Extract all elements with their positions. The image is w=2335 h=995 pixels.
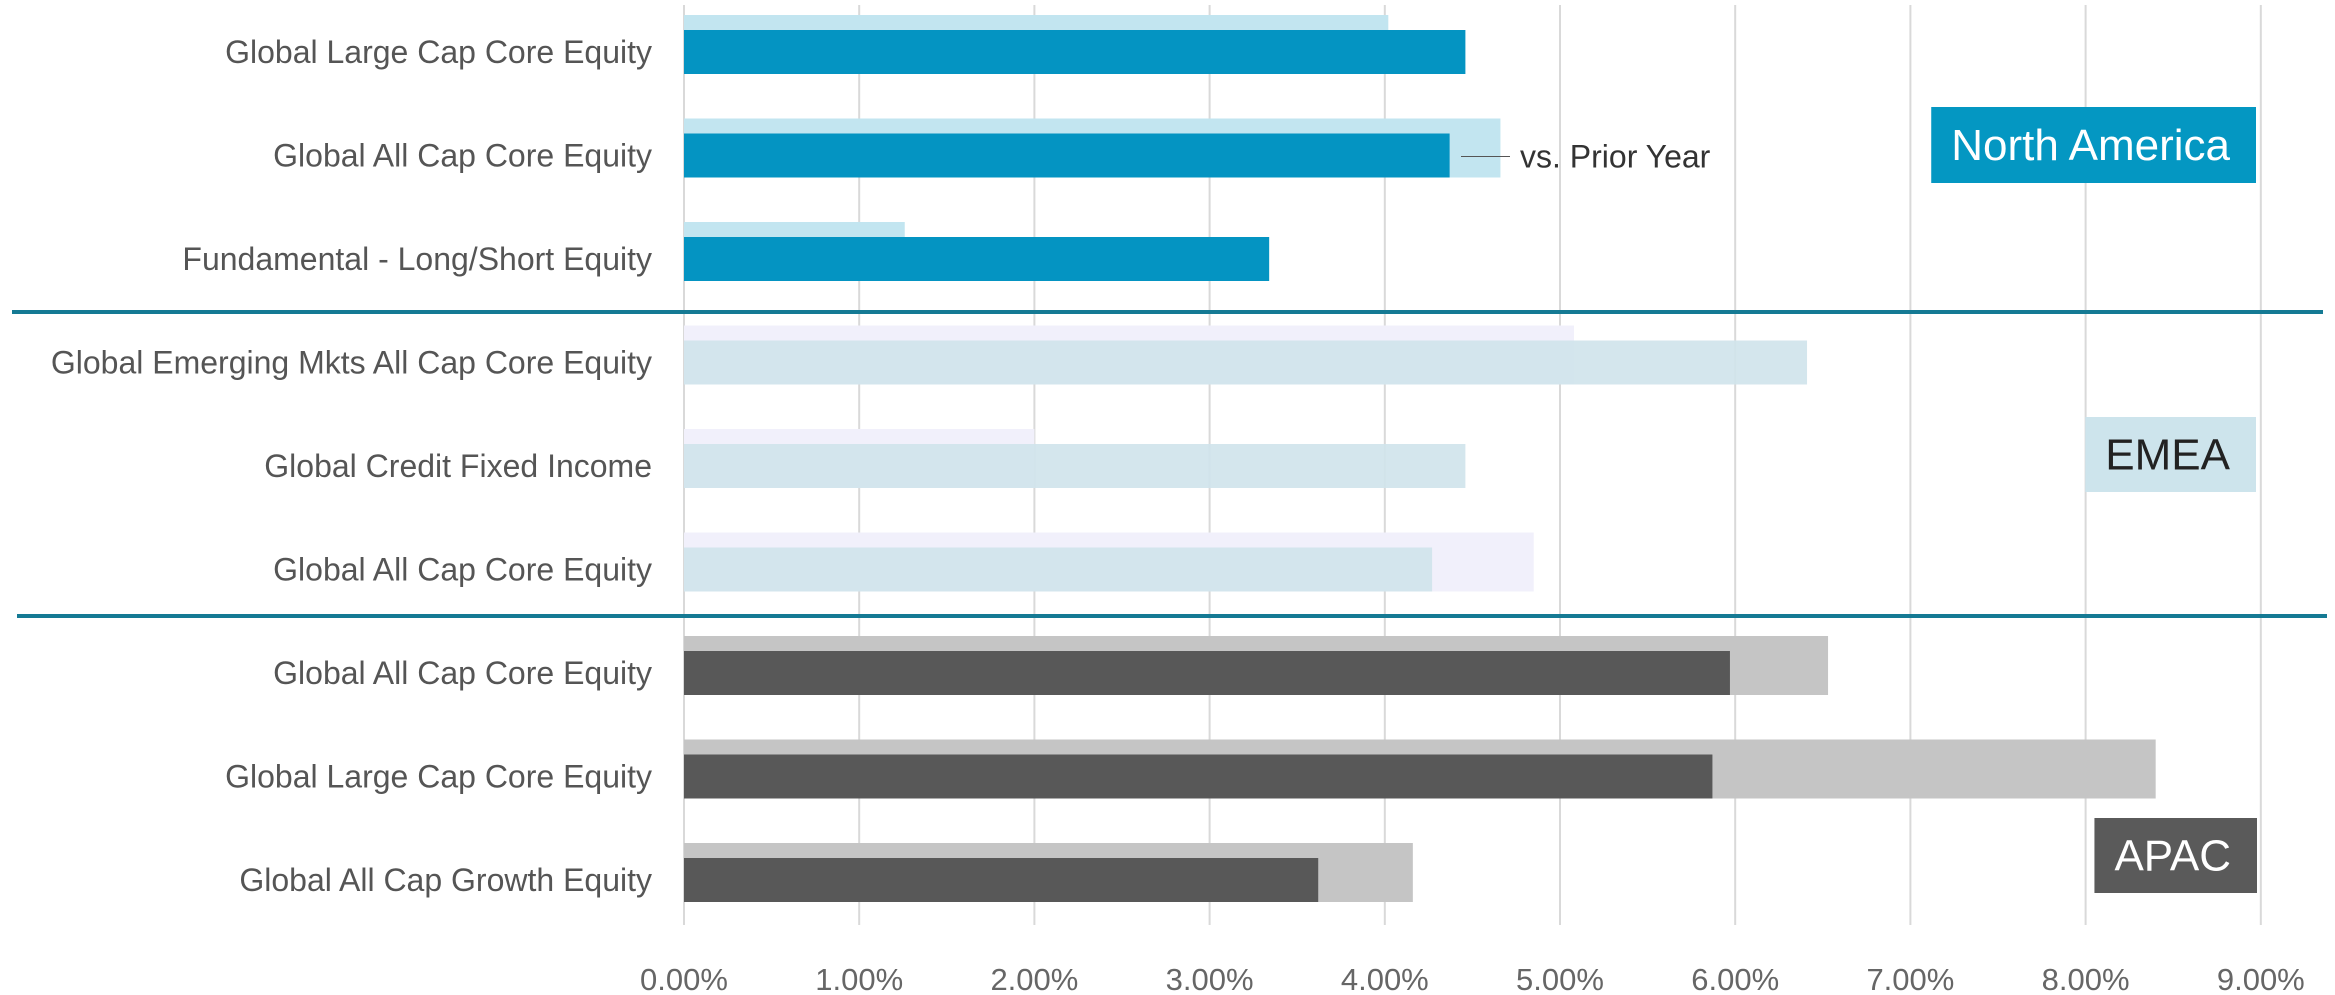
region-separators (12, 310, 2327, 618)
current-bar (684, 858, 1319, 902)
category-label: Global Emerging Mkts All Cap Core Equity (51, 345, 652, 381)
region-label-box (1931, 107, 2256, 183)
x-tick-label: 8.00% (2042, 962, 2130, 995)
region-label-text: APAC (2114, 832, 2231, 881)
x-tick-label: 7.00% (1866, 962, 1954, 995)
current-bar (684, 444, 1466, 488)
current-bar (684, 237, 1270, 281)
category-label: Global Large Cap Core Equity (225, 759, 652, 795)
x-tick-label: 2.00% (990, 962, 1078, 995)
current-bar (684, 133, 1450, 178)
annotation-text: vs. Prior Year (1520, 139, 1711, 175)
x-tick-label: 1.00% (815, 962, 903, 995)
region-label-text: North America (1951, 121, 2230, 170)
category-label: Global All Cap Core Equity (273, 655, 652, 691)
region-label-box (2094, 818, 2257, 893)
category-label: Global Large Cap Core Equity (225, 34, 652, 70)
current-bar (684, 340, 1808, 385)
category-label: Global All Cap Growth Equity (239, 862, 652, 898)
x-tick-label: 4.00% (1341, 962, 1429, 995)
current-bar (684, 30, 1466, 74)
category-label: Global All Cap Core Equity (273, 138, 652, 174)
x-axis-tick-labels: 0.00% 1.00% 2.00% 3.00% 4.00% 5.00% 6.00% 7.00%… (640, 962, 2305, 995)
category-label: Global All Cap Core Equity (273, 552, 652, 588)
category-label: Global Credit Fixed Income (264, 448, 652, 484)
current-bars (684, 30, 1808, 902)
region-label-text: EMEA (2105, 431, 2230, 480)
region-label-box (2085, 417, 2256, 492)
x-tick-label: 5.00% (1516, 962, 1604, 995)
current-bar (684, 547, 1433, 592)
x-tick-label: 3.00% (1166, 962, 1254, 995)
annotation-group: vs. Prior Year (1461, 139, 1711, 175)
region-labels: North America EMEA APAC (1931, 107, 2257, 893)
category-label: Fundamental - Long/Short Equity (182, 241, 652, 277)
x-tick-label: 9.00% (2217, 962, 2305, 995)
category-labels: Global Large Cap Core Equity Global All C… (51, 34, 652, 898)
x-tick-label: 0.00% (640, 962, 728, 995)
current-bar (684, 651, 1730, 695)
current-bar (684, 754, 1713, 799)
x-tick-label: 6.00% (1691, 962, 1779, 995)
